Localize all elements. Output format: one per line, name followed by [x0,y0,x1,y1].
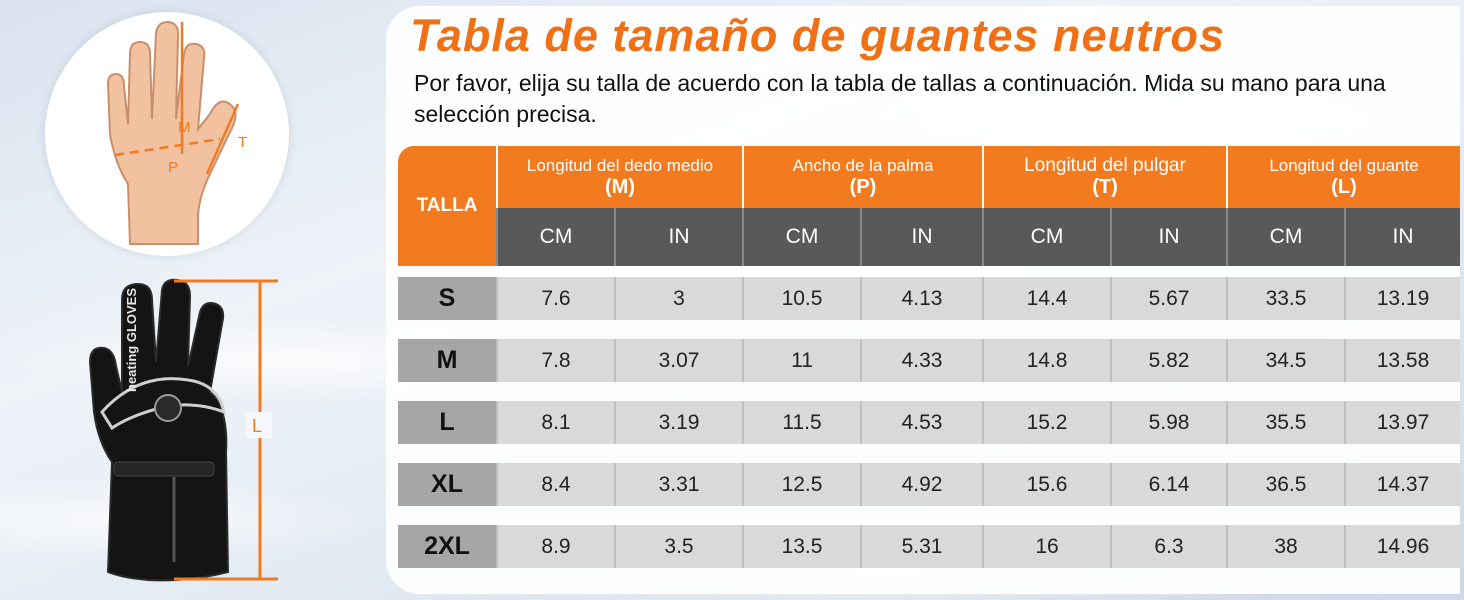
size-cell: M [398,339,496,382]
glove-diagram: heating GLOVES L [88,278,278,582]
value-cell: 5.82 [1110,339,1226,382]
group-label: Ancho de la palma [792,156,934,175]
value-cell: 13.58 [1344,339,1460,382]
table-row: L 8.1 3.19 11.5 4.53 15.2 5.98 35.5 13.97 [398,401,1460,444]
value-cell: 14.96 [1344,525,1460,568]
value-cell: 5.98 [1110,401,1226,444]
heat-button-icon [154,394,182,422]
group-header-palm-width: Ancho de la palma (P) [742,146,982,208]
value-cell: 4.33 [860,339,982,382]
value-cell: 8.4 [496,463,614,506]
unit-header: CM [742,208,860,266]
group-code: (L) [1331,176,1357,198]
value-cell: 4.13 [860,277,982,320]
table-row: M 7.8 3.07 11 4.33 14.8 5.82 34.5 13.58 [398,339,1460,382]
value-cell: 3.19 [614,401,742,444]
group-label: Longitud del guante [1269,156,1419,175]
table-row: 2XL 8.9 3.5 13.5 5.31 16 6.3 38 14.96 [398,525,1460,568]
unit-header: CM [496,208,614,266]
value-cell: 12.5 [742,463,860,506]
value-cell: 14.8 [982,339,1110,382]
thumb-line [205,103,240,175]
unit-header: IN [1110,208,1226,266]
value-cell: 5.67 [1110,277,1226,320]
value-cell: 13.97 [1344,401,1460,444]
table-row: XL 8.4 3.31 12.5 4.92 15.6 6.14 36.5 14.37 [398,463,1460,506]
value-cell: 14.4 [982,277,1110,320]
size-column-header: TALLA [398,146,496,266]
value-cell: 13.19 [1344,277,1460,320]
value-cell: 6.14 [1110,463,1226,506]
value-cell: 15.2 [982,401,1110,444]
value-cell: 7.6 [496,277,614,320]
value-cell: 6.3 [1110,525,1226,568]
group-code: (T) [1092,176,1118,198]
unit-header: IN [860,208,982,266]
page-subtitle: Por favor, elija su talla de acuerdo con… [414,70,1386,127]
page-title: Tabla de tamaño de guantes neutros [410,10,1225,61]
value-cell: 3.5 [614,525,742,568]
value-cell: 15.6 [982,463,1110,506]
value-cell: 33.5 [1226,277,1344,320]
value-cell: 36.5 [1226,463,1344,506]
group-code: (P) [849,176,877,198]
value-cell: 35.5 [1226,401,1344,444]
value-cell: 4.53 [860,401,982,444]
table-row: S 7.6 3 10.5 4.13 14.4 5.67 33.5 13.19 [398,277,1460,320]
value-cell: 13.5 [742,525,860,568]
hand-label-p: P [168,159,178,176]
group-label: Longitud del dedo medio [526,156,714,175]
value-cell: 10.5 [742,277,860,320]
hand-label-m: M [178,119,191,136]
value-cell: 7.8 [496,339,614,382]
value-cell: 4.92 [860,463,982,506]
unit-header: CM [982,208,1110,266]
group-header-middle-finger: Longitud del dedo medio (M) [496,146,742,208]
value-cell: 11 [742,339,860,382]
group-header-thumb-length: Longitud del pulgar (T) [982,146,1226,208]
value-cell: 11.5 [742,401,860,444]
hand-label-t: T [238,134,247,151]
size-cell: L [398,401,496,444]
group-header-glove-length: Longitud del guante (L) [1226,146,1460,208]
value-cell: 3.31 [614,463,742,506]
value-cell: 8.1 [496,401,614,444]
value-cell: 34.5 [1226,339,1344,382]
group-code: (M) [605,176,635,198]
hand-measurement-diagram: M P T [106,20,247,245]
value-cell: 38 [1226,525,1344,568]
size-cell: 2XL [398,525,496,568]
unit-header: IN [1344,208,1460,266]
value-cell: 14.37 [1344,463,1460,506]
glove-brand-text: heating GLOVES [124,288,139,392]
palm-width-line [114,137,221,157]
unit-header: CM [1226,208,1344,266]
unit-header: IN [614,208,742,266]
size-cell: S [398,277,496,320]
value-cell: 5.31 [860,525,982,568]
value-cell: 16 [982,525,1110,568]
value-cell: 8.9 [496,525,614,568]
value-cell: 3 [614,277,742,320]
value-cell: 3.07 [614,339,742,382]
group-label: Longitud del pulgar [1024,155,1186,176]
glove-length-label: L [252,416,262,436]
size-cell: XL [398,463,496,506]
